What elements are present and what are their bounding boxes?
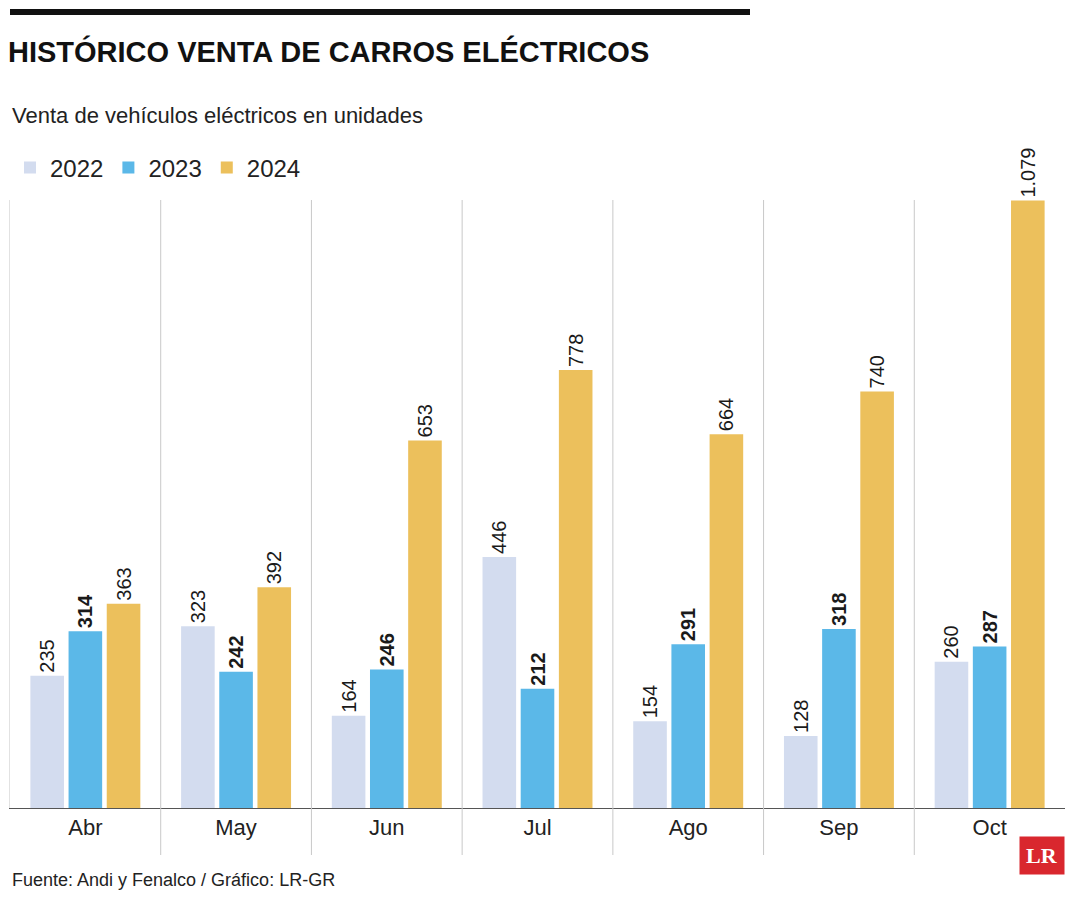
svg-text:323: 323 [187, 590, 209, 623]
svg-text:392: 392 [263, 551, 285, 584]
svg-text:363: 363 [113, 567, 135, 600]
svg-text:2023: 2023 [148, 155, 201, 182]
svg-text:740: 740 [866, 355, 888, 388]
svg-text:Oct: Oct [973, 815, 1007, 840]
svg-text:164: 164 [338, 679, 360, 712]
svg-text:Jul: Jul [523, 815, 551, 840]
svg-text:446: 446 [488, 521, 510, 554]
svg-text:260: 260 [940, 625, 962, 658]
svg-text:778: 778 [565, 334, 587, 367]
svg-text:653: 653 [414, 404, 436, 437]
svg-text:246: 246 [376, 633, 398, 666]
svg-text:128: 128 [790, 700, 812, 733]
svg-text:154: 154 [639, 685, 661, 718]
svg-text:318: 318 [828, 593, 850, 626]
svg-text:Sep: Sep [819, 815, 858, 840]
svg-text:May: May [215, 815, 257, 840]
svg-text:HISTÓRICO VENTA DE CARROS ELÉC: HISTÓRICO VENTA DE CARROS ELÉCTRICOS [8, 35, 649, 68]
svg-text:291: 291 [677, 608, 699, 641]
svg-text:Venta de vehículos eléctricos: Venta de vehículos eléctricos en unidade… [12, 103, 423, 128]
svg-text:Abr: Abr [68, 815, 102, 840]
svg-text:287: 287 [979, 610, 1001, 643]
svg-text:Ago: Ago [669, 815, 708, 840]
svg-text:212: 212 [527, 652, 549, 685]
svg-text:1.079: 1.079 [1017, 147, 1039, 197]
svg-text:235: 235 [36, 639, 58, 672]
svg-text:2024: 2024 [247, 155, 300, 182]
svg-text:664: 664 [715, 398, 737, 431]
svg-text:Fuente: Andi y Fenalco / Gráfi: Fuente: Andi y Fenalco / Gráfico: LR-GR [12, 870, 335, 890]
svg-text:LR: LR [1026, 843, 1058, 868]
svg-text:242: 242 [225, 635, 247, 668]
svg-text:2022: 2022 [50, 155, 103, 182]
svg-text:314: 314 [74, 594, 96, 628]
svg-text:Jun: Jun [369, 815, 404, 840]
